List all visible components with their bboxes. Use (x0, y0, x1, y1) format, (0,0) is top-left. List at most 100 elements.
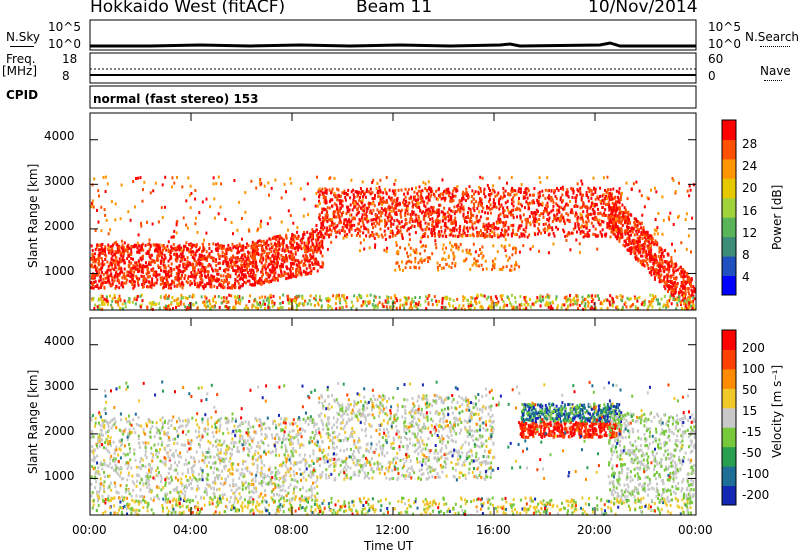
power-cell (482, 234, 485, 237)
power-cell (378, 210, 381, 214)
power-cell (517, 189, 520, 193)
power-cell (361, 180, 364, 184)
power-cell (248, 262, 251, 266)
power-cell (373, 196, 376, 200)
power-cell (224, 255, 226, 259)
power-cell (355, 233, 358, 237)
power-cell (153, 283, 156, 287)
power-cell (504, 220, 507, 224)
power-cell (313, 296, 316, 300)
power-cell (350, 227, 353, 231)
power-cell (185, 267, 188, 271)
power-cell (132, 286, 135, 290)
power-cell (236, 295, 239, 298)
power-cell (542, 212, 545, 216)
power-cell (242, 244, 245, 248)
power-cell (184, 244, 187, 248)
power-cell (662, 266, 665, 270)
power-cell (477, 220, 480, 224)
power-cell (382, 208, 385, 212)
power-cell (626, 296, 629, 300)
power-cell (512, 213, 515, 217)
power-cell (621, 203, 624, 207)
power-cell (685, 212, 688, 216)
power-cell (90, 244, 93, 248)
power-cell (391, 232, 394, 236)
power-cell (276, 262, 279, 266)
power-cell (375, 232, 378, 236)
power-cell (308, 235, 311, 239)
power-cell (494, 194, 497, 198)
power-cell (348, 230, 351, 234)
power-cell (169, 250, 172, 254)
power-cell (336, 196, 339, 200)
power-cell (656, 232, 659, 236)
power-cell (111, 246, 114, 250)
power-cell (570, 231, 573, 235)
power-cell (503, 194, 506, 198)
power-cell (233, 269, 236, 273)
power-cell (479, 229, 482, 233)
power-cell (626, 228, 629, 232)
power-cell (544, 196, 547, 200)
power-cell (97, 220, 100, 224)
power-cell (637, 248, 640, 251)
power-cell (349, 203, 352, 207)
power-cell (100, 296, 103, 300)
power-cell (516, 207, 519, 211)
power-cell (547, 212, 550, 216)
power-cell (496, 233, 499, 237)
power-cell (261, 252, 264, 256)
power-cell (416, 307, 419, 311)
power-cell (267, 243, 270, 247)
power-cell (268, 299, 271, 303)
power-cell (118, 286, 121, 290)
power-cell (657, 302, 659, 306)
power-cell (567, 305, 570, 309)
power-cell (150, 307, 153, 311)
power-cell (664, 260, 667, 263)
power-cell (631, 226, 634, 230)
power-cell (186, 297, 189, 300)
power-cell (504, 232, 507, 236)
power-cell (224, 217, 227, 221)
power-cell (321, 263, 324, 267)
power-cell (134, 302, 137, 306)
power-cell (102, 300, 105, 303)
power-cell (346, 205, 348, 209)
power-cell (106, 271, 109, 275)
power-cell (514, 306, 516, 310)
power-cell (147, 275, 150, 279)
power-cell (205, 259, 208, 262)
power-cell (137, 248, 140, 252)
power-cell (136, 250, 139, 254)
power-cell (231, 260, 234, 264)
power-cell (684, 292, 687, 296)
power-cell (533, 193, 535, 197)
power-cell (318, 187, 321, 191)
power-cell (96, 305, 99, 309)
power-cell (601, 219, 604, 223)
power-cell (272, 235, 275, 239)
power-cell (406, 192, 409, 196)
power-cell (208, 252, 211, 256)
power-cell (91, 254, 94, 258)
power-cell (460, 203, 463, 207)
power-cell (636, 257, 639, 261)
power-cell (324, 232, 327, 236)
power-cell (392, 200, 395, 204)
power-cell (92, 273, 95, 277)
power-cell (225, 275, 228, 279)
power-cell (441, 210, 444, 214)
power-cell (199, 275, 201, 279)
power-cell (536, 198, 539, 202)
power-cell (191, 255, 194, 259)
power-cell (336, 224, 339, 228)
power-cell (664, 287, 667, 291)
power-cell (92, 296, 95, 300)
power-cell (563, 220, 566, 223)
power-cell (444, 197, 447, 201)
power-cell (190, 275, 192, 278)
power-cell (259, 301, 261, 305)
power-cell (443, 224, 446, 228)
